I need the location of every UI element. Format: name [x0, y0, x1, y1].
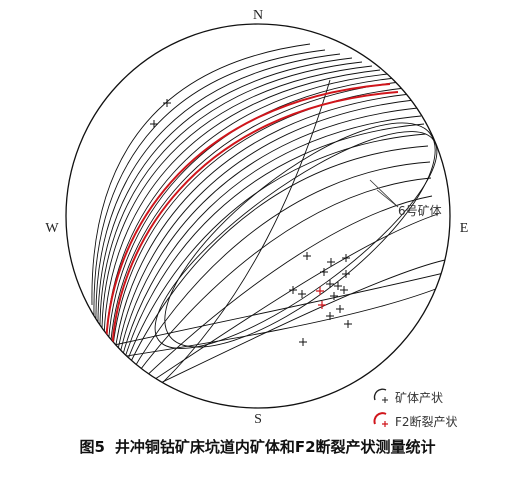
- great-circle: [145, 213, 439, 386]
- pole-marker: [342, 270, 350, 278]
- pole-marker: [344, 320, 352, 328]
- great-circle: [91, 271, 449, 351]
- great-circle: [117, 107, 419, 365]
- legend-ore-body-label: 矿体产状: [395, 391, 443, 405]
- ore-body-great-circles: [91, 43, 449, 391]
- ore-body-6-circle: [164, 122, 436, 348]
- great-circle: [121, 123, 425, 369]
- legend: 矿体产状 F2断裂产状: [373, 388, 458, 429]
- great-circle: [154, 79, 331, 391]
- legend-fault-plus-icon: [382, 421, 388, 427]
- great-circle: [113, 93, 411, 361]
- ore-body-6-leader: [369, 179, 399, 208]
- pole-marker: [326, 312, 334, 320]
- great-circle: [119, 115, 422, 367]
- pole-marker: [299, 338, 307, 346]
- great-circle: [149, 259, 446, 389]
- great-circle: [107, 77, 396, 353]
- great-circle: [97, 57, 353, 331]
- ore-body-6-leader: [376, 189, 399, 208]
- pole-marker: [163, 99, 171, 107]
- fault-pole-marker: [318, 301, 326, 309]
- ore-body-6-label: 6号矿体: [398, 204, 442, 218]
- legend-ore-body-plus-icon: [382, 397, 388, 403]
- fault-f2-great-circles: [105, 83, 399, 357]
- figure-caption-text: 井冲铜钴矿床坑道内矿体和F2断裂产状测量统计: [114, 438, 436, 456]
- legend-fault-f2: F2断裂产状: [373, 412, 458, 429]
- pole-marker: [340, 286, 348, 294]
- great-circle: [115, 99, 415, 363]
- legend-fault-label: F2断裂产状: [395, 414, 458, 429]
- great-circle: [91, 43, 311, 306]
- figure-caption: 图5 井冲铜钴矿床坑道内矿体和F2断裂产状测量统计: [0, 436, 515, 457]
- great-circle: [99, 284, 447, 361]
- pole-marker: [150, 120, 158, 128]
- pole-marker: [336, 305, 344, 313]
- great-circle: [125, 145, 429, 373]
- fault-pole-marker: [316, 287, 324, 295]
- pole-marker: [320, 268, 328, 276]
- great-circle: [99, 61, 363, 336]
- great-circle: [103, 69, 381, 346]
- west-label: W: [45, 221, 59, 236]
- pole-marker: [289, 286, 297, 294]
- pole-marker: [298, 290, 306, 298]
- great-circle: [93, 49, 326, 316]
- legend-fault-arc-icon: [373, 412, 387, 425]
- great-circle: [139, 195, 433, 383]
- ore-body-poles: [150, 99, 352, 346]
- fault-f2-poles: [316, 287, 326, 309]
- great-circle: [95, 53, 341, 323]
- great-circle: [133, 177, 432, 379]
- north-label: N: [253, 8, 263, 23]
- pole-marker: [342, 254, 350, 262]
- legend-ore-body-arc-icon: [373, 388, 387, 401]
- ore-body-6-circle: [154, 131, 438, 349]
- stereonet-primitive-circle: [65, 23, 451, 409]
- great-circle: [123, 133, 427, 371]
- fault-great-circle: [111, 91, 399, 357]
- figure-number: 图5: [79, 438, 105, 456]
- pole-marker: [326, 280, 334, 288]
- legend-ore-body: 矿体产状: [373, 388, 443, 405]
- south-label: S: [254, 412, 262, 427]
- great-circle: [101, 65, 373, 341]
- pole-marker: [303, 252, 311, 260]
- pole-marker: [334, 282, 342, 290]
- pole-marker: [327, 258, 335, 266]
- east-label: E: [460, 221, 469, 236]
- fault-great-circle: [105, 83, 391, 353]
- great-circle: [129, 161, 431, 376]
- pole-marker: [330, 292, 338, 300]
